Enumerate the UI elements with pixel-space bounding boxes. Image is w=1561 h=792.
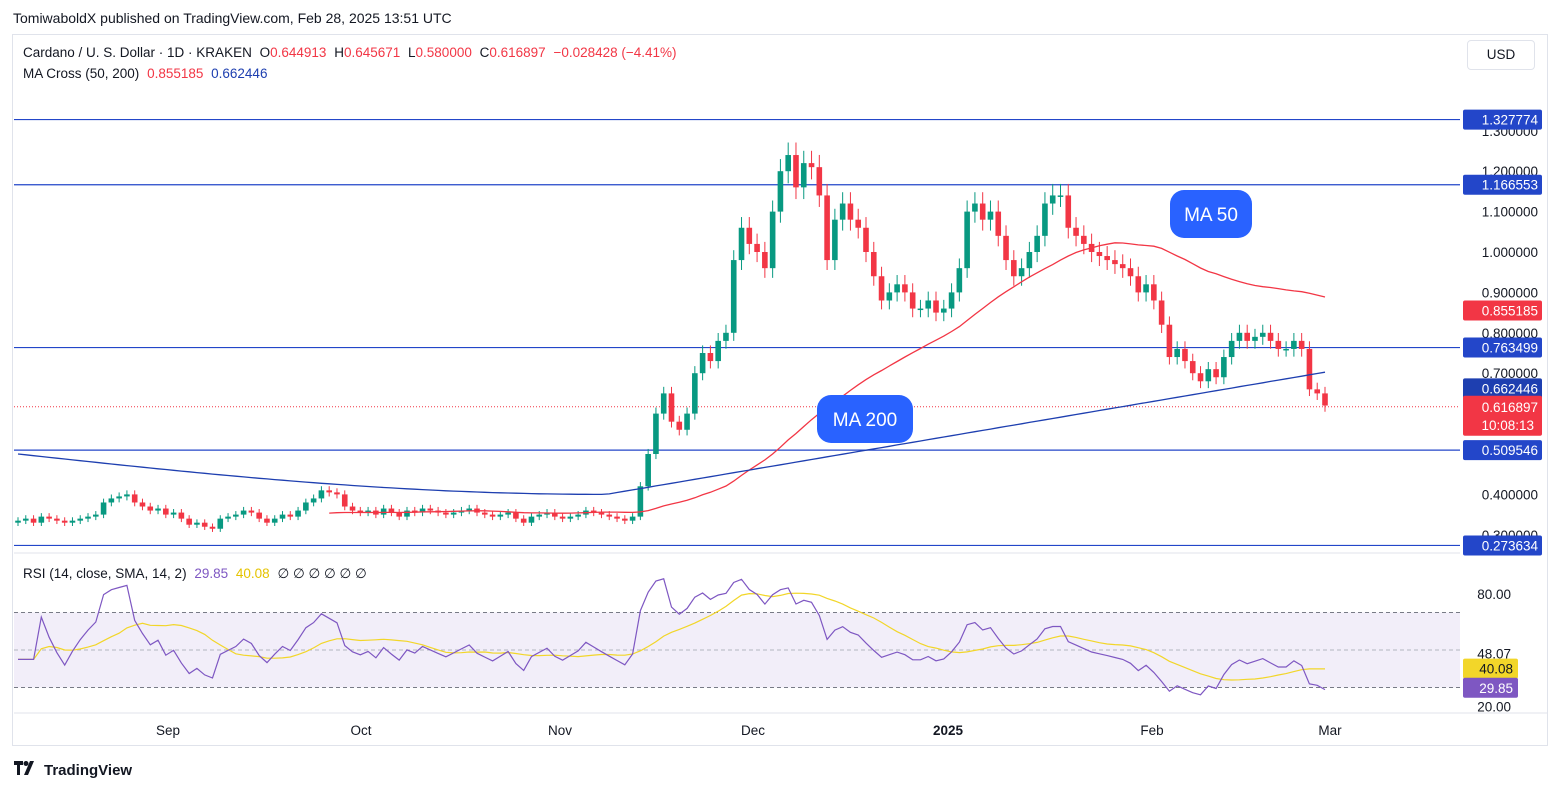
ohlc-change: −0.028428 (−4.41%) bbox=[553, 45, 677, 60]
ma200-legend-value: 0.662446 bbox=[211, 66, 268, 81]
tradingview-footer[interactable]: TradingView bbox=[14, 761, 132, 779]
symbol-name[interactable]: Cardano / U. S. Dollar · 1D · KRAKEN bbox=[23, 45, 252, 60]
ohlc-close-label: C bbox=[479, 45, 490, 60]
symbol-legend: Cardano / U. S. Dollar · 1D · KRAKEN O0.… bbox=[23, 45, 677, 60]
ma50-legend-value: 0.855185 bbox=[147, 66, 204, 81]
ma-legend-name[interactable]: MA Cross (50, 200) bbox=[23, 66, 140, 81]
footer-brand: TradingView bbox=[44, 761, 133, 779]
ohlc-low: 0.580000 bbox=[415, 45, 472, 60]
ohlc-high: 0.645671 bbox=[343, 45, 401, 60]
rsi-legend-extras: ∅ ∅ ∅ ∅ ∅ ∅ bbox=[277, 566, 367, 581]
tradingview-logo-icon bbox=[14, 761, 38, 779]
ohlc-open: 0.644913 bbox=[270, 45, 327, 60]
publisher-line: TomiwaboldX published on TradingView.com… bbox=[13, 10, 452, 26]
rsi-legend-name[interactable]: RSI (14, close, SMA, 14, 2) bbox=[23, 566, 187, 581]
ohlc-high-label: H bbox=[334, 45, 344, 60]
rsi-sma-legend-value: 40.08 bbox=[235, 566, 270, 581]
currency-button[interactable]: USD bbox=[1467, 40, 1535, 70]
chart-frame bbox=[12, 34, 1548, 746]
ohlc-close: 0.616897 bbox=[489, 45, 546, 60]
rsi-legend: RSI (14, close, SMA, 14, 2) 29.85 40.08 … bbox=[23, 566, 367, 582]
ma-legend: MA Cross (50, 200) 0.855185 0.662446 bbox=[23, 66, 267, 81]
ohlc-low-label: L bbox=[408, 45, 416, 60]
ohlc-open-label: O bbox=[259, 45, 271, 60]
rsi-legend-value: 29.85 bbox=[194, 566, 229, 581]
